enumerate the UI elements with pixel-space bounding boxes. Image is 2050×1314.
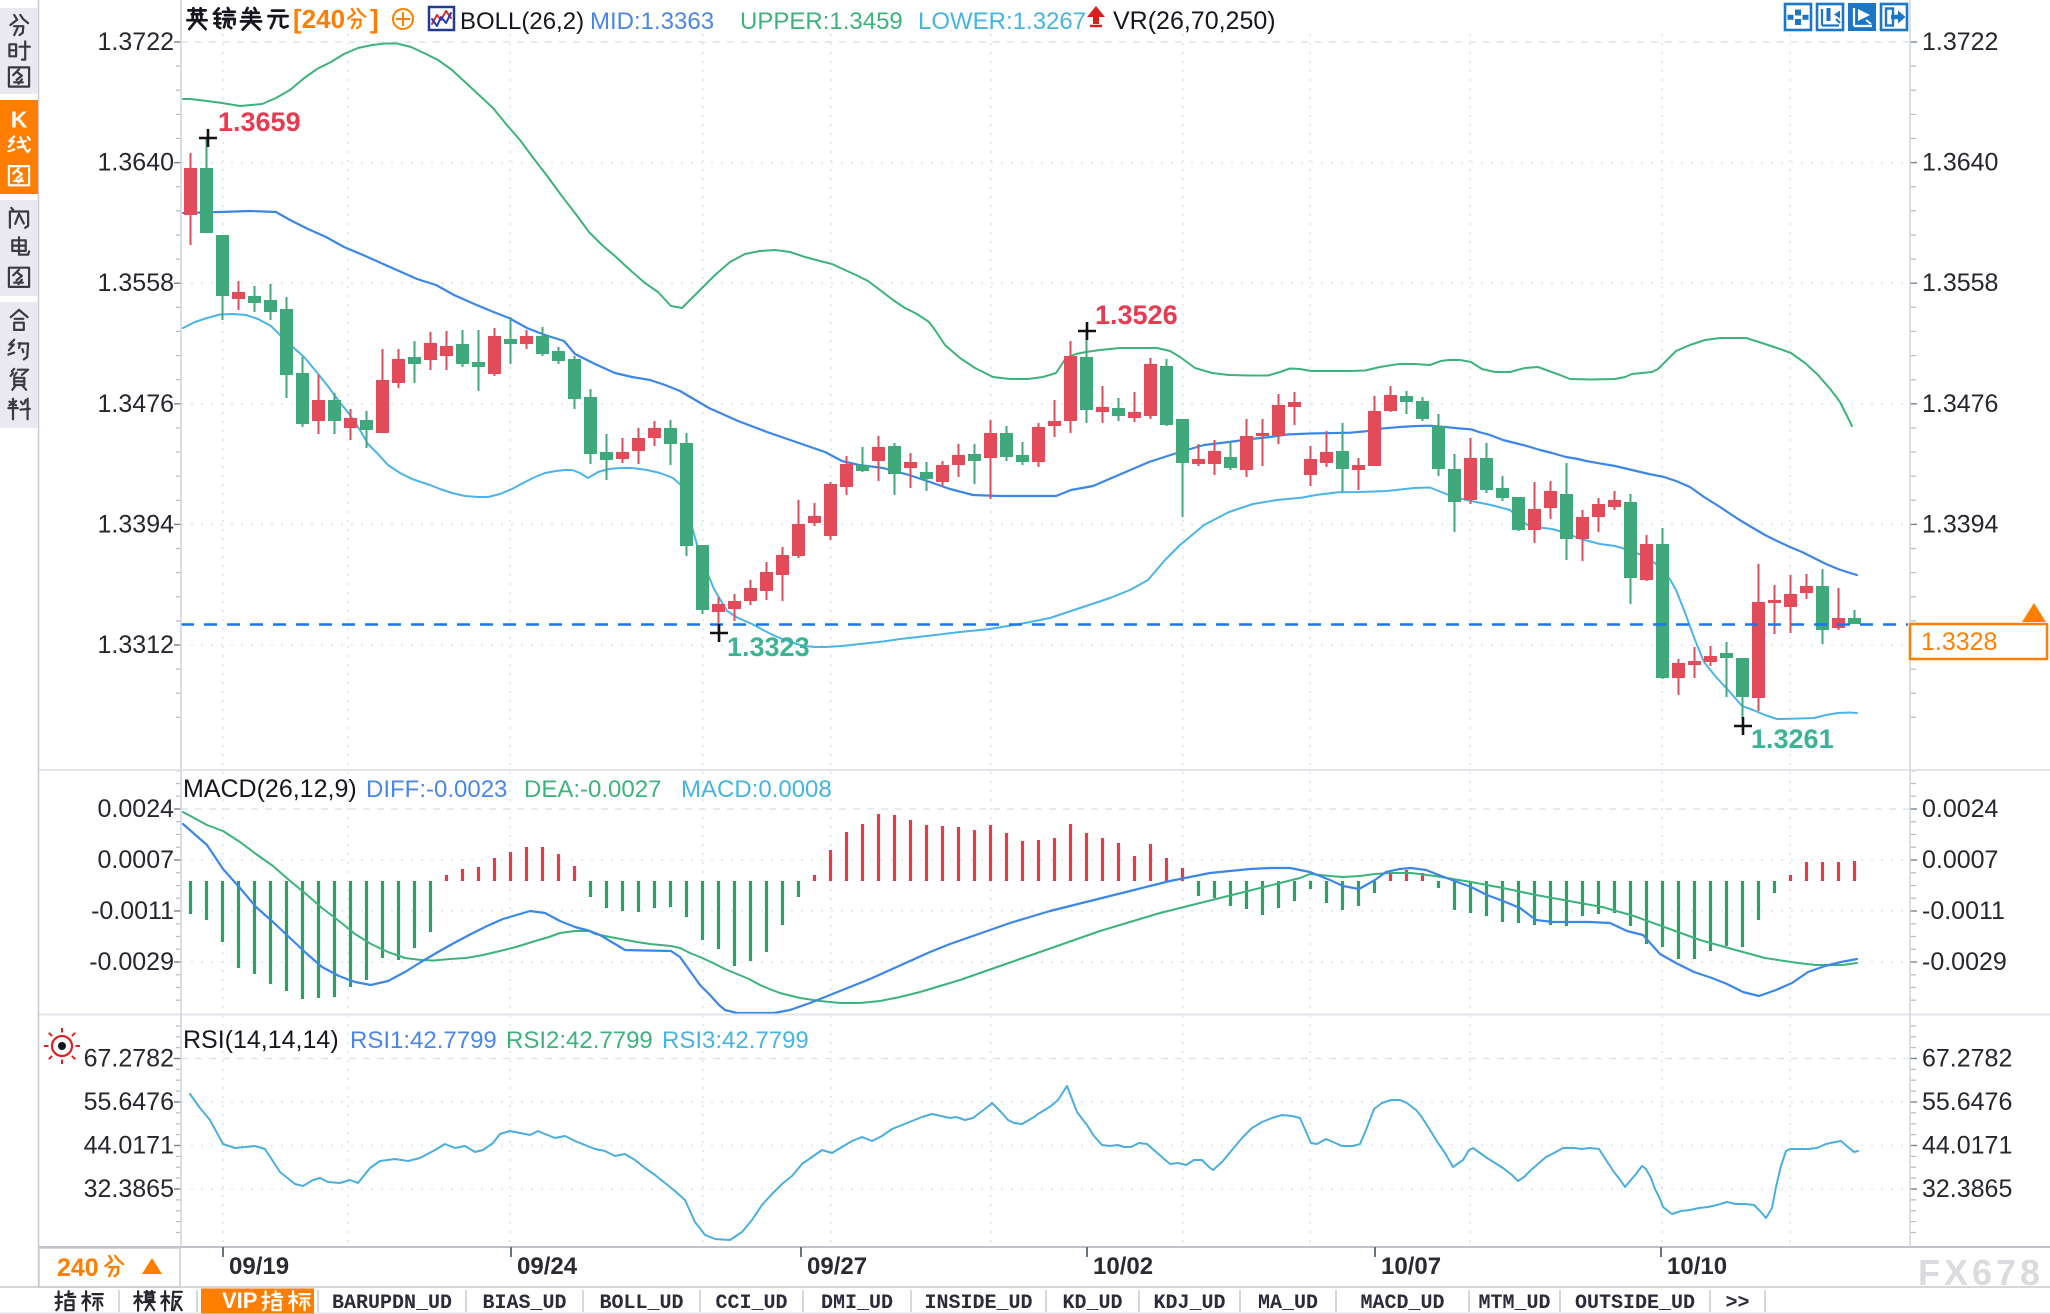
svg-text:VR(26,70,250): VR(26,70,250)	[1113, 7, 1276, 35]
svg-text:CCI_UD: CCI_UD	[715, 1292, 787, 1314]
svg-text:1.3640: 1.3640	[98, 149, 174, 177]
svg-text:67.2782: 67.2782	[1922, 1045, 2012, 1073]
svg-text:1.3394: 1.3394	[98, 510, 175, 538]
svg-text:MTM_UD: MTM_UD	[1478, 1292, 1550, 1314]
svg-text:MA_UD: MA_UD	[1258, 1292, 1318, 1314]
svg-text:1.3328: 1.3328	[1921, 628, 1997, 656]
svg-text:DIFF:-0.0023: DIFF:-0.0023	[366, 776, 507, 803]
svg-text:MACD:0.0008: MACD:0.0008	[681, 776, 832, 803]
svg-text:1.3312: 1.3312	[98, 631, 174, 659]
svg-text:VIP: VIP	[222, 1288, 257, 1313]
svg-text:1.3659: 1.3659	[218, 107, 301, 137]
svg-text:RSI3:42.7799: RSI3:42.7799	[662, 1027, 809, 1054]
svg-text:09/19: 09/19	[229, 1253, 289, 1280]
svg-text:RSI1:42.7799: RSI1:42.7799	[350, 1027, 497, 1054]
svg-text:INSIDE_UD: INSIDE_UD	[924, 1292, 1032, 1314]
svg-text:1.3261: 1.3261	[1751, 724, 1834, 754]
svg-text:-0.0011: -0.0011	[91, 897, 174, 925]
svg-text:MACD_UD: MACD_UD	[1360, 1292, 1444, 1314]
svg-text:K: K	[11, 106, 28, 132]
svg-text:MID:1.3363: MID:1.3363	[590, 8, 714, 35]
svg-text:0.0007: 0.0007	[98, 846, 174, 874]
svg-text:RSI2:42.7799: RSI2:42.7799	[506, 1027, 653, 1054]
svg-text:FX678: FX678	[1918, 1252, 2044, 1293]
svg-text:10/02: 10/02	[1093, 1253, 1153, 1280]
svg-text:55.6476: 55.6476	[1922, 1088, 2012, 1116]
svg-text:1.3722: 1.3722	[98, 28, 174, 56]
svg-text:MACD(26,12,9): MACD(26,12,9)	[183, 775, 357, 803]
svg-text:1.3476: 1.3476	[98, 390, 174, 418]
svg-text:1.3558: 1.3558	[1922, 269, 1998, 297]
svg-text:KDJ_UD: KDJ_UD	[1153, 1292, 1225, 1314]
svg-text:09/24: 09/24	[517, 1253, 578, 1280]
svg-text:44.0171: 44.0171	[84, 1132, 174, 1160]
svg-text:BIAS_UD: BIAS_UD	[482, 1292, 566, 1314]
svg-text:>>: >>	[1725, 1292, 1749, 1314]
svg-text:BOLL_UD: BOLL_UD	[599, 1292, 683, 1314]
svg-text:KD_UD: KD_UD	[1062, 1292, 1122, 1314]
svg-text:1.3722: 1.3722	[1922, 28, 1998, 56]
svg-text:0.0024: 0.0024	[1922, 795, 1999, 823]
svg-text:0.0007: 0.0007	[1922, 846, 1998, 874]
svg-text:55.6476: 55.6476	[84, 1088, 174, 1116]
svg-text:1.3323: 1.3323	[727, 632, 810, 662]
svg-text:10/10: 10/10	[1667, 1253, 1727, 1280]
svg-text:240: 240	[57, 1254, 99, 1282]
svg-text:BOLL(26,2): BOLL(26,2)	[460, 8, 584, 35]
svg-text:-0.0029: -0.0029	[1922, 948, 2007, 976]
svg-text:1.3640: 1.3640	[1922, 149, 1998, 177]
svg-text:UPPER:1.3459: UPPER:1.3459	[740, 8, 903, 35]
svg-text:]: ]	[370, 4, 379, 34]
svg-text:32.3865: 32.3865	[84, 1175, 174, 1203]
svg-text:LOWER:1.3267: LOWER:1.3267	[918, 8, 1086, 35]
svg-text:44.0171: 44.0171	[1922, 1132, 2012, 1160]
svg-text:-0.0011: -0.0011	[1922, 897, 2005, 925]
svg-text:DEA:-0.0027: DEA:-0.0027	[524, 776, 661, 803]
svg-text:-0.0029: -0.0029	[89, 948, 174, 976]
svg-text:32.3865: 32.3865	[1922, 1175, 2012, 1203]
svg-text:OUTSIDE_UD: OUTSIDE_UD	[1575, 1292, 1695, 1314]
svg-text:0.0024: 0.0024	[98, 795, 175, 823]
svg-text:1.3558: 1.3558	[98, 269, 174, 297]
svg-text:RSI(14,14,14): RSI(14,14,14)	[183, 1026, 339, 1054]
svg-text:67.2782: 67.2782	[84, 1045, 174, 1073]
svg-text:[240: [240	[293, 4, 345, 34]
svg-text:1.3394: 1.3394	[1922, 510, 1999, 538]
svg-text:DMI_UD: DMI_UD	[821, 1292, 893, 1314]
svg-text:1.3526: 1.3526	[1095, 300, 1178, 330]
svg-text:10/07: 10/07	[1381, 1253, 1441, 1280]
svg-text:BARUPDN_UD: BARUPDN_UD	[332, 1292, 452, 1314]
svg-text:09/27: 09/27	[807, 1253, 867, 1280]
svg-text:1.3476: 1.3476	[1922, 390, 1998, 418]
